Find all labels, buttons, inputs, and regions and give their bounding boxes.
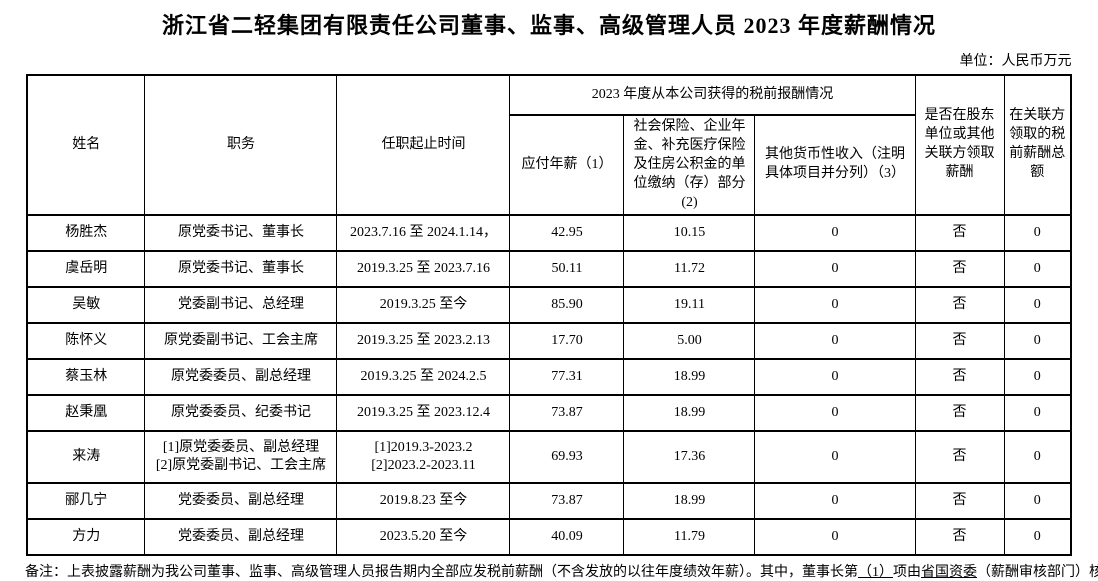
cell-name: 杨胜杰 [26, 214, 146, 253]
table-row: 陈怀义 原党委副书记、工会主席 2019.3.25 至 2023.2.13 17… [26, 322, 1072, 361]
col-header-comp-group: 2023 年度从本公司获得的税前报酬情况 [509, 74, 916, 116]
cell-other-income: 0 [754, 214, 916, 253]
cell-term: [1]2019.3-2023.2 [2]2023.2-2023.11 [336, 430, 511, 485]
col-header-name: 姓名 [26, 73, 146, 217]
cell-name: 郦几宁 [26, 482, 146, 521]
cell-insurance: 18.99 [623, 482, 756, 521]
cell-salary: 42.95 [509, 214, 625, 253]
footnote: 备注：上表披露薪酬为我公司董事、监事、高级管理人员报告期内全部应发税前薪酬（不含… [25, 561, 1098, 581]
cell-salary: 73.87 [509, 482, 625, 521]
cell-position: 原党委委员、副总经理 [144, 358, 338, 397]
cell-related-total: 0 [1003, 322, 1072, 361]
table-row: 杨胜杰 原党委书记、董事长 2023.7.16 至 2024.1.14， 42.… [26, 214, 1072, 253]
cell-other-income: 0 [754, 394, 916, 433]
table-row: 方力 党委委员、副总经理 2023.5.20 至今 40.09 11.79 0 … [26, 518, 1072, 557]
table-row: 虞岳明 原党委书记、董事长 2019.3.25 至 2023.7.16 50.1… [26, 250, 1072, 289]
cell-name: 吴敏 [26, 286, 146, 325]
cell-related-total: 0 [1003, 250, 1072, 289]
cell-salary: 73.87 [509, 394, 625, 433]
cell-insurance: 18.99 [623, 394, 756, 433]
header-row-group: 姓名 职务 任职起止时间 2023 年度从本公司获得的税前报酬情况 是否在股东单… [26, 73, 1072, 217]
cell-name: 虞岳明 [26, 250, 146, 289]
cell-position: [1]原党委委员、副总经理 [2]原党委副书记、工会主席 [144, 430, 338, 485]
cell-salary: 69.93 [509, 430, 625, 485]
table-header: 姓名 职务 任职起止时间 2023 年度从本公司获得的税前报酬情况 是否在股东单… [26, 73, 1072, 217]
cell-related-pay: 否 [914, 358, 1005, 397]
cell-name: 来涛 [26, 430, 146, 485]
cell-position: 原党委委员、纪委书记 [144, 394, 338, 433]
cell-insurance: 5.00 [623, 322, 756, 361]
cell-other-income: 0 [754, 286, 916, 325]
col-header-salary: 应付年薪（1） [509, 113, 625, 217]
cell-insurance: 10.15 [623, 214, 756, 253]
salary-table: 姓名 职务 任职起止时间 2023 年度从本公司获得的税前报酬情况 是否在股东单… [25, 73, 1072, 557]
cell-other-income: 0 [754, 430, 916, 485]
cell-position: 原党委书记、董事长 [144, 214, 338, 253]
cell-other-income: 0 [754, 518, 916, 557]
cell-term: 2019.3.25 至 2023.2.13 [336, 322, 511, 361]
cell-term: 2019.8.23 至今 [336, 482, 511, 521]
col-header-term: 任职起止时间 [336, 73, 511, 217]
cell-insurance: 19.11 [623, 286, 756, 325]
cell-position: 原党委副书记、工会主席 [144, 322, 338, 361]
table-row: 吴敏 党委副书记、总经理 2019.3.25 至今 85.90 19.11 0 … [26, 286, 1072, 325]
cell-term: 2019.3.25 至 2023.12.4 [336, 394, 511, 433]
cell-insurance: 11.79 [623, 518, 756, 557]
cell-other-income: 0 [754, 482, 916, 521]
cell-related-pay: 否 [914, 322, 1005, 361]
header-row-sub: 应付年薪（1） 社会保险、企业年金、补充医疗保险及住房公积金的单位缴纳（存）部分… [27, 113, 1071, 217]
table-row: 郦几宁 党委委员、副总经理 2019.8.23 至今 73.87 18.99 0… [26, 482, 1072, 521]
col-header-related-pay: 是否在股东单位或其他关联方领取薪酬 [914, 73, 1005, 217]
cell-related-total: 0 [1003, 358, 1072, 397]
cell-position: 党委副书记、总经理 [144, 286, 338, 325]
cell-insurance: 17.36 [623, 430, 756, 485]
col-header-other-income: 其他货币性收入（注明具体项目并分列）（3） [754, 113, 916, 217]
cell-salary: 17.70 [509, 322, 625, 361]
cell-name: 陈怀义 [26, 322, 146, 361]
cell-insurance: 18.99 [623, 358, 756, 397]
cell-term: 2019.3.25 至今 [336, 286, 511, 325]
col-header-insurance: 社会保险、企业年金、补充医疗保险及住房公积金的单位缴纳（存）部分(2) [623, 113, 756, 217]
cell-related-total: 0 [1003, 430, 1072, 485]
cell-name: 蔡玉林 [26, 358, 146, 397]
cell-related-pay: 否 [914, 250, 1005, 289]
cell-related-total: 0 [1003, 482, 1072, 521]
cell-related-total: 0 [1003, 214, 1072, 253]
table-row: 赵秉凰 原党委委员、纪委书记 2019.3.25 至 2023.12.4 73.… [26, 394, 1072, 433]
cell-salary: 77.31 [509, 358, 625, 397]
cell-insurance: 11.72 [623, 250, 756, 289]
table-row: 蔡玉林 原党委委员、副总经理 2019.3.25 至 2024.2.5 77.3… [26, 358, 1072, 397]
cell-salary: 85.90 [509, 286, 625, 325]
cell-related-pay: 否 [914, 286, 1005, 325]
table-row: 来涛 [1]原党委委员、副总经理 [2]原党委副书记、工会主席 [1]2019.… [26, 430, 1072, 485]
col-header-related-total: 在关联方领取的税前薪酬总额 [1003, 73, 1072, 217]
cell-position: 原党委书记、董事长 [144, 250, 338, 289]
cell-related-total: 0 [1003, 394, 1072, 433]
cell-salary: 50.11 [509, 250, 625, 289]
unit-label: 单位：人民币万元 [959, 54, 1072, 69]
cell-position: 党委委员、副总经理 [144, 482, 338, 521]
cell-related-pay: 否 [914, 394, 1005, 433]
cell-related-pay: 否 [914, 214, 1005, 253]
cell-other-income: 0 [754, 358, 916, 397]
cell-related-pay: 否 [914, 482, 1005, 521]
cell-name: 方力 [26, 518, 146, 557]
cell-related-total: 0 [1003, 286, 1072, 325]
cell-term: 2023.5.20 至今 [336, 518, 511, 557]
cell-term: 2019.3.25 至 2024.2.5 [336, 358, 511, 397]
page-title: 浙江省二轻集团有限责任公司董事、监事、高级管理人员 2023 年度薪酬情况 [161, 13, 936, 38]
cell-name: 赵秉凰 [26, 394, 146, 433]
col-header-position: 职务 [144, 73, 338, 217]
cell-related-pay: 否 [914, 430, 1005, 485]
cell-related-total: 0 [1003, 518, 1072, 557]
cell-term: 2023.7.16 至 2024.1.14， [336, 214, 511, 253]
cell-other-income: 0 [754, 250, 916, 289]
cell-position: 党委委员、副总经理 [144, 518, 338, 557]
cell-salary: 40.09 [509, 518, 625, 557]
cell-term: 2019.3.25 至 2023.7.16 [336, 250, 511, 289]
cell-related-pay: 否 [914, 518, 1005, 557]
table-body: 杨胜杰 原党委书记、董事长 2023.7.16 至 2024.1.14， 42.… [26, 214, 1072, 557]
cell-other-income: 0 [754, 322, 916, 361]
